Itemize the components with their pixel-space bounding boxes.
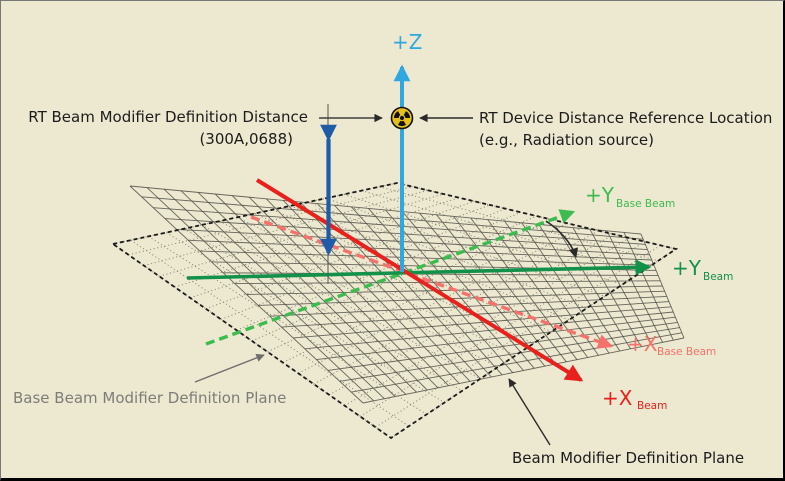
grid-line bbox=[219, 220, 499, 368]
grid-line bbox=[234, 280, 661, 285]
y-base-beam-label-main: +Y bbox=[585, 183, 615, 207]
grid-line bbox=[237, 216, 516, 356]
grid-line bbox=[375, 244, 661, 428]
grid-line bbox=[361, 190, 641, 274]
grid-line bbox=[112, 182, 398, 245]
grid-line bbox=[304, 311, 674, 350]
x-base-beam-label-sub: Base Beam bbox=[657, 346, 716, 358]
distance-label-line1: RT Beam Modifier Definition Distance bbox=[28, 108, 308, 126]
grid-line bbox=[223, 272, 659, 277]
x-base-beam-axis-label: +X Base Beam bbox=[627, 332, 716, 358]
grid-line bbox=[282, 222, 568, 364]
x-base-beam-axis-line bbox=[250, 215, 614, 349]
grid-line bbox=[327, 321, 678, 371]
y-beam-label-sub: Beam bbox=[703, 271, 733, 283]
grid-line bbox=[164, 218, 648, 251]
x-beam-label-main: +X bbox=[602, 386, 633, 410]
grid-line bbox=[199, 250, 654, 266]
grid-line bbox=[343, 193, 623, 285]
beam-plane-pointer-arrow bbox=[508, 378, 551, 446]
grid-line bbox=[153, 207, 646, 245]
y-base-beam-axis bbox=[205, 209, 576, 346]
z-axis-label: +Z bbox=[392, 30, 422, 54]
grid-line bbox=[298, 226, 584, 374]
x-beam-axis-line bbox=[255, 178, 584, 382]
y-beam-axis-label: +Y Beam bbox=[672, 256, 733, 283]
y-base-beam-axis-line bbox=[205, 209, 576, 346]
x-beam-axis bbox=[255, 178, 584, 382]
x-base-beam-axis bbox=[250, 215, 614, 349]
grid-line bbox=[128, 186, 413, 256]
grid-line bbox=[143, 189, 429, 267]
base-plane-pointer-arrow bbox=[194, 353, 265, 383]
grid-line bbox=[251, 215, 537, 342]
grid-line bbox=[359, 241, 646, 417]
rotation-angle-arc bbox=[545, 220, 579, 258]
grid-line bbox=[258, 290, 665, 306]
grid-line bbox=[205, 204, 491, 310]
grid-line bbox=[166, 232, 445, 404]
y-beam-axis bbox=[186, 259, 652, 280]
beam-plane-label: Beam Modifier Definition Plane bbox=[512, 449, 744, 467]
grid-line bbox=[220, 208, 506, 320]
x-base-beam-label-main: +X bbox=[627, 332, 658, 356]
grid-line bbox=[267, 219, 553, 353]
grid-line bbox=[390, 248, 677, 439]
reference-label-line1: RT Device Distance Reference Location bbox=[479, 109, 772, 127]
grid-line bbox=[362, 337, 685, 404]
x-beam-label-sub: Beam bbox=[637, 400, 667, 412]
base-beam-plane-border bbox=[110, 182, 679, 440]
grid-line bbox=[316, 316, 676, 361]
y-beam-label-main: +Y bbox=[672, 256, 702, 280]
grid-line bbox=[351, 332, 682, 393]
grid-line bbox=[129, 185, 642, 235]
reference-label-line2: (e.g., Radiation source) bbox=[479, 131, 654, 149]
x-beam-axis-label: +X Beam bbox=[602, 386, 667, 412]
y-base-beam-axis-label: +Y Base Beam bbox=[585, 183, 675, 210]
base-plane-label: Base Beam Modifier Definition Plane bbox=[13, 389, 286, 407]
y-base-beam-label-sub: Base Beam bbox=[616, 198, 675, 210]
y-beam-axis-line bbox=[186, 259, 652, 280]
grid-line bbox=[339, 327, 680, 382]
grid-line bbox=[313, 230, 599, 385]
radiation-source-icon bbox=[390, 106, 414, 130]
beam-modifier-plane-grid bbox=[129, 185, 685, 404]
distance-label-line2: (300A,0688) bbox=[199, 130, 293, 148]
grid-line bbox=[308, 201, 588, 309]
grid-line bbox=[293, 306, 672, 339]
radiation-icon-center-dot bbox=[399, 115, 405, 121]
grid-line bbox=[176, 228, 650, 256]
